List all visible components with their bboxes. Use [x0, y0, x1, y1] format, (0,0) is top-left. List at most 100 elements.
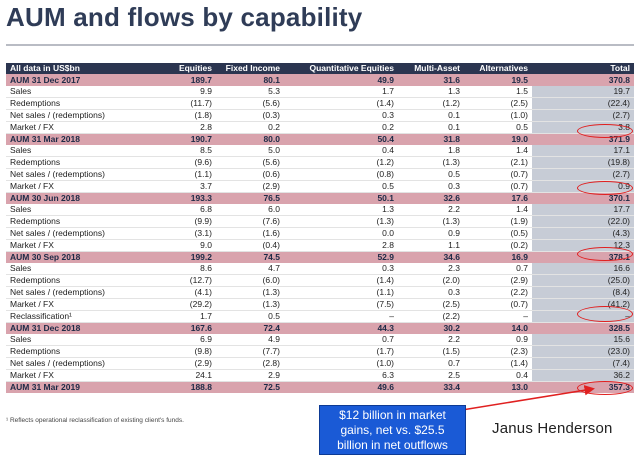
row-cell: (5.6): [216, 156, 284, 169]
callout-line-2: gains, net vs. $25.5: [340, 423, 445, 437]
row-cell: 2.2: [398, 203, 464, 216]
row-cell: 0.5: [464, 121, 532, 134]
row-cell: 17.1: [532, 144, 634, 157]
page-title: AUM and flows by capability: [6, 2, 363, 32]
row-cell: (1.3): [284, 215, 398, 228]
aum-row-cell: 371.9: [532, 133, 634, 145]
row-cell: (8.4): [532, 286, 634, 299]
row-cell: (12.7): [150, 274, 216, 287]
row-cell: (0.7): [464, 298, 532, 311]
row-cell: 17.7: [532, 203, 634, 216]
row-cell: (2.9): [150, 357, 216, 370]
table-row: Market / FX 3.7 (2.9) 0.5 0.3 (0.7) 0.9: [6, 180, 634, 193]
table-row: Sales 9.9 5.3 1.7 1.3 1.5 19.7: [6, 85, 634, 98]
aum-row-cell: 33.4: [398, 381, 464, 393]
header-quantitative-equities: Quantitative Equities: [309, 63, 394, 74]
row-cell: 4.7: [216, 262, 284, 275]
header-total: Total: [610, 63, 630, 74]
row-cell: (2.8): [216, 357, 284, 370]
aum-row-cell: 193.3: [150, 192, 216, 204]
row-cell: 5.0: [216, 144, 284, 157]
row-cell: 19.7: [532, 85, 634, 98]
aum-row-cell: 50.1: [284, 192, 398, 204]
footnote: ¹ Reflects operational reclassification …: [6, 417, 184, 424]
row-cell: (7.7): [216, 345, 284, 358]
row-cell: (9.8): [150, 345, 216, 358]
row-cell: 1.4: [464, 203, 532, 216]
row-cell: (1.0): [284, 357, 398, 370]
row-cell: (1.7): [284, 345, 398, 358]
aum-row-cell: 370.1: [532, 192, 634, 204]
aum-row-cell: 370.8: [532, 74, 634, 86]
row-cell: 1.3: [398, 85, 464, 98]
row-cell: (7.6): [216, 215, 284, 228]
row-cell: 1.4: [464, 144, 532, 157]
row-label: Market / FX: [6, 298, 150, 311]
table-row: Net sales / (redemptions) (3.1) (1.6) 0.0 0.…: [6, 227, 634, 240]
row-cell: 5.3: [216, 85, 284, 98]
title-divider: [6, 44, 634, 46]
aum-row-cell: 34.6: [398, 251, 464, 263]
brand-logo-text: Janus Henderson: [492, 420, 613, 437]
row-cell: 0.0: [284, 227, 398, 240]
row-cell: 0.5: [398, 168, 464, 181]
row-cell: 0.9: [398, 227, 464, 240]
row-label: Sales: [6, 85, 150, 98]
row-label: Redemptions: [6, 215, 150, 228]
row-cell: (11.7): [150, 97, 216, 110]
row-cell: (7.4): [532, 357, 634, 370]
row-cell: 8.6: [150, 262, 216, 275]
row-cell: (2.9): [216, 180, 284, 193]
row-label: Sales: [6, 144, 150, 157]
row-cell: (19.8): [532, 156, 634, 169]
row-cell: 24.1: [150, 369, 216, 382]
row-cell: 1.7: [150, 310, 216, 323]
row-cell: 2.2: [398, 333, 464, 346]
aum-row: AUM 31 Mar 2019 188.8 72.5 49.6 33.4 13.0 357.…: [6, 381, 634, 393]
row-cell: 0.2: [284, 121, 398, 134]
aum-row-cell: 44.3: [284, 322, 398, 334]
row-cell: 0.7: [398, 357, 464, 370]
aum-row-cell: 31.8: [398, 133, 464, 145]
row-cell: (1.4): [284, 97, 398, 110]
table-row: Net sales / (redemptions) (2.9) (2.8) (1.0)…: [6, 357, 634, 370]
row-cell: (2.9): [464, 274, 532, 287]
row-label: Reclassification¹: [6, 310, 150, 323]
aum-row-cell: 188.8: [150, 381, 216, 393]
row-cell: (9.6): [150, 156, 216, 169]
aum-row-cell: 50.4: [284, 133, 398, 145]
header-equities: Equities: [178, 63, 212, 74]
aum-row-label: AUM 30 Sep 2018: [6, 251, 150, 263]
row-cell: (0.5): [464, 227, 532, 240]
aum-row-cell: 16.9: [464, 251, 532, 263]
table-row: Sales 8.5 5.0 0.4 1.8 1.4 17.1: [6, 144, 634, 157]
aum-row-cell: 80.0: [216, 133, 284, 145]
row-label: Redemptions: [6, 97, 150, 110]
table-row: Market / FX 9.0 (0.4) 2.8 1.1 (0.2) 12.3: [6, 239, 634, 252]
table-row: Redemptions (12.7) (6.0) (1.4) (2.0) (2.9) (25…: [6, 274, 634, 287]
highlight-ellipse-q4-2018: [577, 381, 633, 395]
row-cell: 1.1: [398, 239, 464, 252]
row-cell: 6.3: [284, 369, 398, 382]
aum-row: AUM 31 Dec 2017 189.7 80.1 49.9 31.6 19.5 370.…: [6, 74, 634, 86]
aum-row-label: AUM 31 Dec 2018: [6, 322, 150, 334]
row-cell: (2.7): [532, 109, 634, 122]
header-multi-asset: Multi-Asset: [414, 63, 460, 74]
aum-row: AUM 30 Jun 2018 193.3 76.5 50.1 32.6 17.6 370.…: [6, 192, 634, 204]
row-cell: 0.7: [464, 262, 532, 275]
header-label: All data in US$bn: [10, 63, 80, 74]
row-cell: 0.3: [284, 109, 398, 122]
row-cell: (2.5): [464, 97, 532, 110]
aum-row-cell: 19.0: [464, 133, 532, 145]
table-row: Market / FX 24.1 2.9 6.3 2.5 0.4 36.2: [6, 369, 634, 382]
row-cell: (1.8): [150, 109, 216, 122]
row-cell: 0.5: [216, 310, 284, 323]
row-cell: (1.2): [398, 97, 464, 110]
aum-row: AUM 30 Sep 2018 199.2 74.5 52.9 34.6 16.9 378.…: [6, 251, 634, 263]
aum-row: AUM 31 Mar 2018 190.7 80.0 50.4 31.8 19.0 371.…: [6, 133, 634, 145]
row-cell: 1.8: [398, 144, 464, 157]
aum-row-cell: 74.5: [216, 251, 284, 263]
row-cell: (1.3): [216, 286, 284, 299]
row-cell: 0.4: [464, 369, 532, 382]
row-cell: 0.4: [284, 144, 398, 157]
